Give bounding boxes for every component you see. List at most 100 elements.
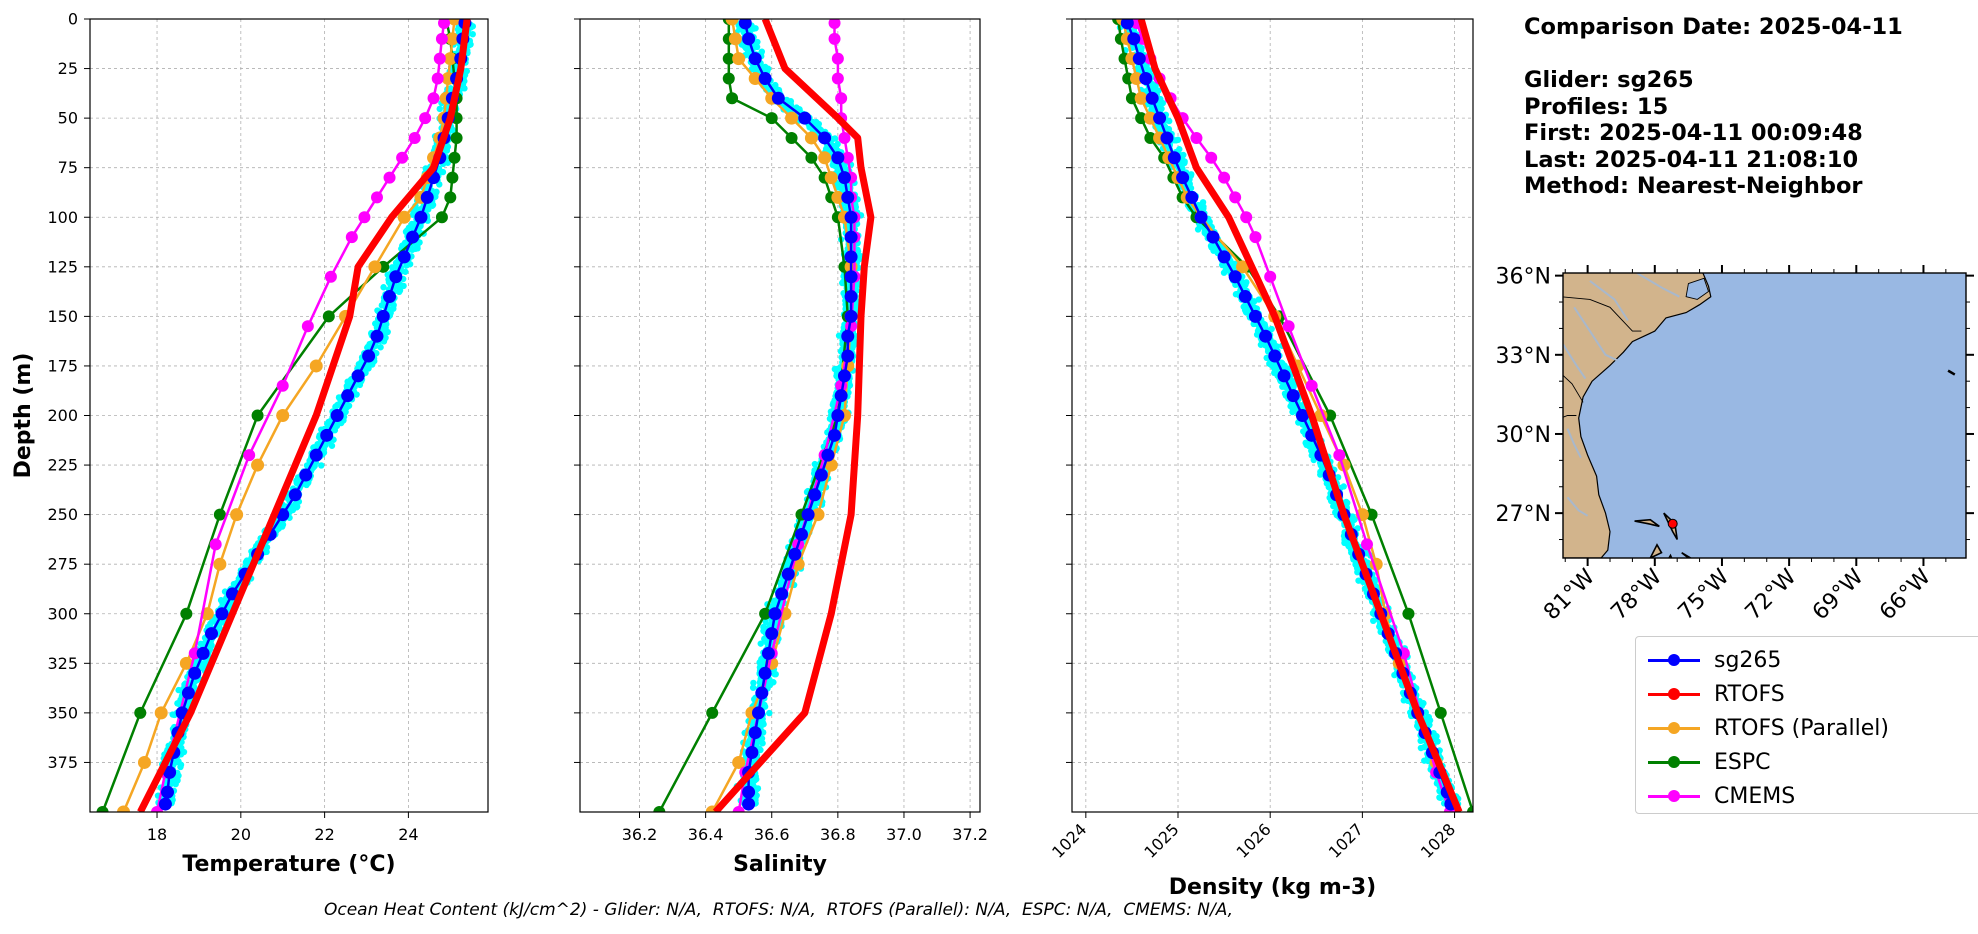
glider-scatter-point	[833, 372, 840, 380]
series-point	[818, 151, 832, 165]
glider-scatter-point	[405, 224, 413, 231]
glider-scatter-point	[1299, 420, 1306, 428]
series-point	[755, 686, 769, 700]
glider-scatter-point	[753, 776, 760, 783]
y-tick-label: 50	[58, 109, 78, 128]
series-point	[383, 171, 396, 184]
y-tick-label: 225	[47, 456, 78, 475]
glider-scatter-point	[401, 239, 409, 247]
series-point	[785, 111, 799, 125]
y-tick-label: 25	[58, 59, 78, 78]
glider-scatter-point	[1273, 364, 1280, 372]
glider-scatter-point	[754, 38, 761, 46]
series-point	[761, 646, 775, 660]
glider-scatter-point	[380, 284, 387, 291]
series-point	[444, 191, 457, 204]
glider-scatter-point	[1243, 279, 1250, 286]
glider-scatter-point	[1255, 296, 1263, 303]
series-point	[383, 290, 397, 304]
series-point	[745, 746, 759, 760]
glider-scatter-point	[208, 642, 215, 649]
series-point	[841, 151, 854, 164]
glider-scatter-point	[1281, 390, 1289, 397]
series-point	[804, 131, 818, 145]
glider-scatter-point	[1199, 199, 1207, 206]
series-point	[309, 448, 323, 462]
series-point	[788, 547, 802, 561]
series-point	[732, 52, 746, 66]
series-point	[844, 290, 858, 304]
glider-scatter-point	[749, 684, 757, 691]
series-point	[414, 210, 428, 224]
x-axis-label: Salinity	[733, 852, 827, 877]
glider-scatter-point	[169, 711, 176, 718]
glider-scatter-point	[839, 279, 846, 287]
glider-scatter-point	[279, 521, 287, 528]
series-point	[179, 656, 193, 670]
series-point	[154, 706, 168, 720]
x-axis-label: Temperature (°C)	[182, 852, 395, 877]
series-point	[137, 755, 151, 769]
series-point	[376, 309, 390, 323]
series-point	[824, 458, 838, 472]
series-point	[276, 409, 290, 422]
glider-scatter-point	[289, 506, 297, 514]
series-point	[844, 309, 858, 323]
series-point	[834, 389, 848, 403]
series-point	[396, 151, 409, 164]
x-tick-label: 22	[314, 825, 334, 844]
series-point	[841, 349, 855, 363]
glider-scatter-point	[311, 462, 318, 470]
glider-scatter-point	[826, 415, 834, 422]
glider-scatter-point	[263, 544, 271, 551]
series-point	[794, 527, 808, 541]
series-point	[446, 171, 459, 184]
glider-scatter-point	[753, 43, 761, 51]
y-tick-label: 200	[47, 406, 78, 425]
series-point	[243, 449, 256, 462]
glider-scatter-point	[1334, 474, 1342, 481]
y-tick-label: 250	[47, 505, 78, 524]
x-tick-label: 36.6	[754, 825, 790, 844]
x-tick-label: 37.0	[886, 825, 922, 844]
y-tick-label: 375	[47, 753, 78, 772]
y-axis-label: Depth (m)	[11, 353, 36, 479]
glider-scatter-point	[758, 48, 766, 55]
series-point	[785, 131, 798, 144]
series-point	[251, 458, 265, 472]
glider-scatter-point	[328, 442, 336, 449]
glider-scatter-point	[750, 679, 757, 687]
series-point	[748, 52, 762, 66]
series-point	[358, 211, 371, 224]
series-point	[209, 538, 222, 551]
series-point	[213, 508, 226, 521]
glider-scatter-point	[1289, 408, 1296, 416]
plot-area	[653, 19, 875, 812]
series-point	[309, 359, 323, 373]
glider-scatter-point	[409, 246, 416, 253]
glider-scatter-point	[381, 323, 388, 330]
series-point	[758, 666, 772, 680]
series-point	[445, 32, 459, 46]
glider-scatter-point	[1391, 671, 1398, 679]
series-point	[438, 19, 451, 29]
series-point	[134, 706, 147, 719]
series-point	[447, 19, 461, 26]
series-point	[838, 131, 851, 144]
series-point	[828, 19, 841, 29]
glider-scatter-point	[754, 785, 762, 792]
glider-scatter-point	[811, 460, 819, 468]
series-point	[837, 369, 851, 383]
series-point	[811, 508, 825, 522]
series-point	[725, 19, 739, 26]
glider-scatter-point	[1351, 516, 1358, 523]
series-point	[213, 557, 227, 571]
series-point	[726, 92, 739, 105]
series-point	[196, 646, 210, 660]
glider-scatter-point	[444, 143, 452, 150]
y-tick-label: 175	[47, 356, 78, 375]
series-point	[835, 92, 848, 105]
glider-scatter-point	[1137, 47, 1145, 54]
glider-scatter-point	[762, 618, 769, 626]
